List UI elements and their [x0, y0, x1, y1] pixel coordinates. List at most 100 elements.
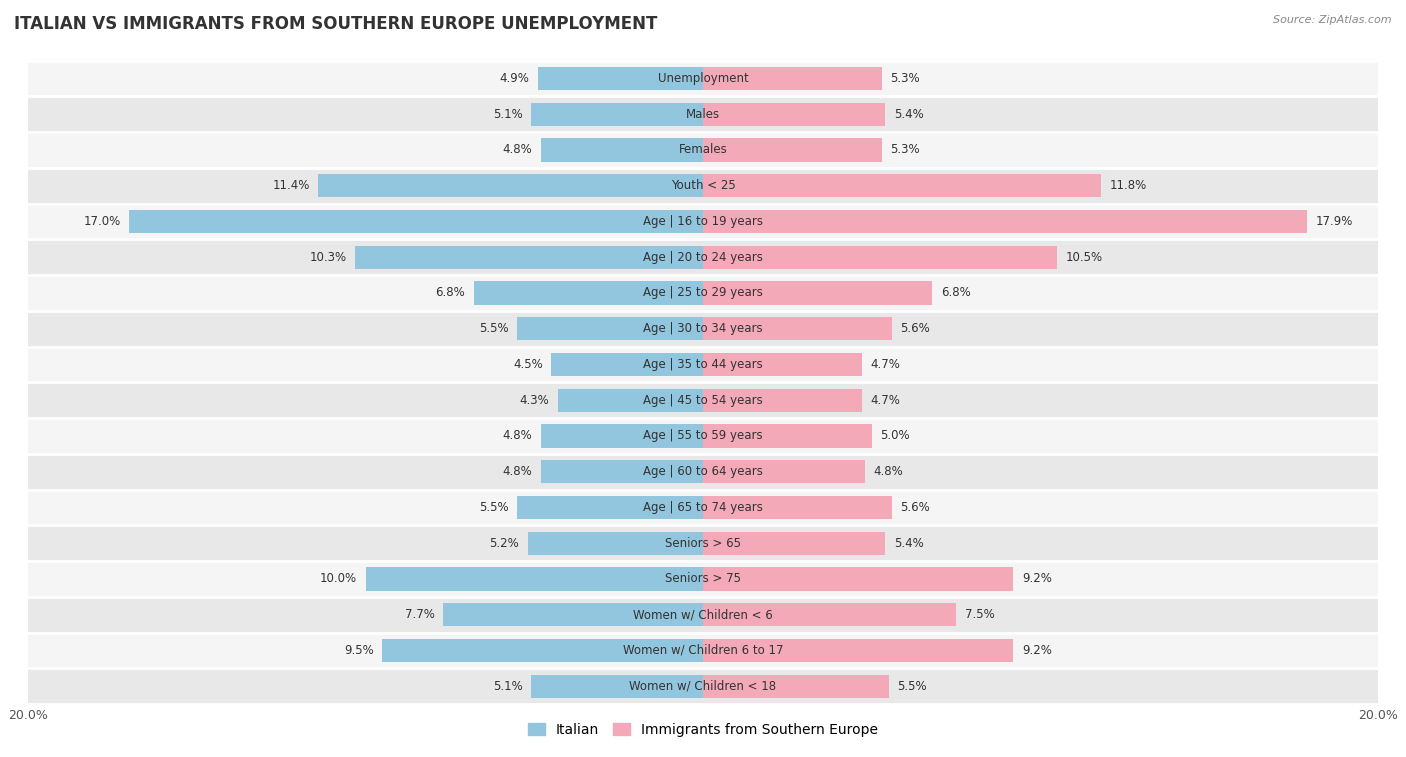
Bar [28, 382, 1378, 418]
Bar [541, 424, 703, 447]
Bar [703, 603, 956, 626]
Text: 9.5%: 9.5% [344, 644, 374, 657]
Text: 5.4%: 5.4% [894, 107, 924, 120]
Text: 10.3%: 10.3% [309, 251, 347, 263]
Text: 4.9%: 4.9% [499, 72, 529, 85]
Text: 4.7%: 4.7% [870, 394, 900, 407]
Bar [541, 139, 703, 161]
Bar [703, 639, 1014, 662]
Bar [28, 311, 1378, 347]
Text: 5.6%: 5.6% [900, 322, 931, 335]
Text: 11.4%: 11.4% [273, 179, 309, 192]
Text: 17.9%: 17.9% [1316, 215, 1353, 228]
Text: 10.5%: 10.5% [1066, 251, 1102, 263]
Bar [382, 639, 703, 662]
Bar [551, 353, 703, 376]
Bar [517, 317, 703, 341]
Bar [28, 347, 1378, 382]
Bar [703, 388, 862, 412]
Bar [541, 460, 703, 483]
Text: Seniors > 75: Seniors > 75 [665, 572, 741, 585]
Bar [28, 668, 1378, 704]
Bar [703, 245, 1057, 269]
Bar [703, 496, 891, 519]
Text: Seniors > 65: Seniors > 65 [665, 537, 741, 550]
Text: Age | 20 to 24 years: Age | 20 to 24 years [643, 251, 763, 263]
Text: 4.8%: 4.8% [873, 465, 903, 478]
Text: 5.5%: 5.5% [897, 680, 927, 693]
Bar [527, 531, 703, 555]
Bar [28, 633, 1378, 668]
Text: 7.7%: 7.7% [405, 608, 434, 621]
Bar [703, 102, 886, 126]
Text: ITALIAN VS IMMIGRANTS FROM SOUTHERN EUROPE UNEMPLOYMENT: ITALIAN VS IMMIGRANTS FROM SOUTHERN EURO… [14, 15, 658, 33]
Text: Age | 30 to 34 years: Age | 30 to 34 years [643, 322, 763, 335]
Bar [517, 496, 703, 519]
Text: 5.5%: 5.5% [479, 501, 509, 514]
Bar [703, 282, 932, 304]
Bar [703, 67, 882, 90]
Bar [703, 317, 891, 341]
Bar [703, 353, 862, 376]
Text: 9.2%: 9.2% [1022, 572, 1052, 585]
Text: Age | 65 to 74 years: Age | 65 to 74 years [643, 501, 763, 514]
Bar [28, 61, 1378, 96]
Text: 5.2%: 5.2% [489, 537, 519, 550]
Bar [356, 245, 703, 269]
Text: 5.1%: 5.1% [492, 107, 523, 120]
Text: Unemployment: Unemployment [658, 72, 748, 85]
Text: 11.8%: 11.8% [1109, 179, 1147, 192]
Text: 6.8%: 6.8% [941, 286, 970, 300]
Text: 4.8%: 4.8% [503, 429, 533, 442]
Bar [703, 424, 872, 447]
Text: 5.3%: 5.3% [890, 72, 920, 85]
Text: Women w/ Children < 18: Women w/ Children < 18 [630, 680, 776, 693]
Text: Age | 55 to 59 years: Age | 55 to 59 years [643, 429, 763, 442]
Text: 5.1%: 5.1% [492, 680, 523, 693]
Text: 4.3%: 4.3% [520, 394, 550, 407]
Text: 10.0%: 10.0% [321, 572, 357, 585]
Legend: Italian, Immigrants from Southern Europe: Italian, Immigrants from Southern Europe [523, 717, 883, 742]
Text: Age | 60 to 64 years: Age | 60 to 64 years [643, 465, 763, 478]
Bar [366, 567, 703, 590]
Bar [28, 168, 1378, 204]
Bar [28, 239, 1378, 275]
Bar [28, 453, 1378, 490]
Bar [703, 210, 1308, 233]
Text: Youth < 25: Youth < 25 [671, 179, 735, 192]
Bar [703, 674, 889, 698]
Text: 4.8%: 4.8% [503, 465, 533, 478]
Text: Women w/ Children 6 to 17: Women w/ Children 6 to 17 [623, 644, 783, 657]
Bar [703, 531, 886, 555]
Text: Women w/ Children < 6: Women w/ Children < 6 [633, 608, 773, 621]
Text: 17.0%: 17.0% [84, 215, 121, 228]
Bar [703, 139, 882, 161]
Text: 5.5%: 5.5% [479, 322, 509, 335]
Text: 4.7%: 4.7% [870, 358, 900, 371]
Text: 6.8%: 6.8% [436, 286, 465, 300]
Text: 7.5%: 7.5% [965, 608, 994, 621]
Text: 4.5%: 4.5% [513, 358, 543, 371]
Text: Age | 45 to 54 years: Age | 45 to 54 years [643, 394, 763, 407]
Bar [703, 460, 865, 483]
Text: Males: Males [686, 107, 720, 120]
Bar [28, 525, 1378, 561]
Bar [703, 567, 1014, 590]
Bar [531, 102, 703, 126]
Bar [443, 603, 703, 626]
Text: Age | 16 to 19 years: Age | 16 to 19 years [643, 215, 763, 228]
Text: Females: Females [679, 143, 727, 157]
Text: 5.0%: 5.0% [880, 429, 910, 442]
Bar [28, 418, 1378, 453]
Bar [558, 388, 703, 412]
Text: Source: ZipAtlas.com: Source: ZipAtlas.com [1274, 15, 1392, 25]
Text: Age | 35 to 44 years: Age | 35 to 44 years [643, 358, 763, 371]
Bar [28, 561, 1378, 597]
Bar [531, 674, 703, 698]
Text: 5.6%: 5.6% [900, 501, 931, 514]
Text: Age | 25 to 29 years: Age | 25 to 29 years [643, 286, 763, 300]
Bar [703, 174, 1101, 198]
Bar [318, 174, 703, 198]
Bar [28, 204, 1378, 239]
Bar [474, 282, 703, 304]
